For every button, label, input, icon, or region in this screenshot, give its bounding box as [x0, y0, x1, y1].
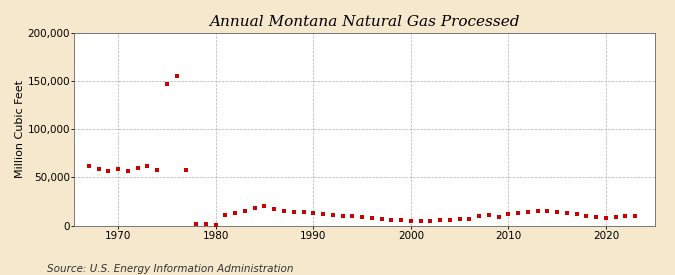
Point: [630, 214, 641, 218]
Point: [347, 214, 358, 218]
Point: [483, 213, 494, 217]
Point: [503, 212, 514, 216]
Point: [356, 214, 367, 219]
Point: [474, 214, 485, 218]
Point: [406, 218, 416, 223]
Point: [93, 166, 104, 171]
Point: [533, 209, 543, 213]
Point: [122, 168, 133, 173]
Point: [211, 222, 221, 227]
Point: [327, 213, 338, 217]
Y-axis label: Million Cubic Feet: Million Cubic Feet: [15, 80, 25, 178]
Point: [269, 207, 279, 211]
Point: [84, 164, 95, 168]
Point: [249, 206, 260, 210]
Point: [200, 221, 211, 226]
Point: [142, 164, 153, 168]
Point: [337, 214, 348, 218]
Point: [367, 216, 377, 220]
Point: [601, 216, 612, 220]
Point: [435, 218, 446, 222]
Point: [386, 218, 397, 222]
Text: Source: U.S. Energy Information Administration: Source: U.S. Energy Information Administ…: [47, 264, 294, 274]
Point: [152, 167, 163, 172]
Point: [522, 210, 533, 214]
Point: [132, 166, 143, 170]
Point: [493, 214, 504, 219]
Point: [551, 210, 562, 214]
Point: [376, 217, 387, 221]
Point: [444, 218, 455, 222]
Point: [298, 210, 309, 214]
Point: [415, 218, 426, 223]
Point: [464, 217, 475, 221]
Point: [113, 166, 124, 171]
Point: [318, 212, 329, 216]
Point: [171, 74, 182, 79]
Point: [562, 211, 572, 215]
Point: [259, 204, 270, 208]
Point: [542, 209, 553, 213]
Point: [103, 168, 114, 173]
Point: [288, 210, 299, 214]
Point: [425, 218, 436, 223]
Point: [240, 209, 250, 213]
Point: [591, 214, 601, 219]
Point: [396, 218, 406, 222]
Point: [181, 167, 192, 172]
Point: [161, 82, 172, 86]
Point: [454, 217, 465, 221]
Point: [513, 211, 524, 215]
Point: [581, 214, 592, 218]
Point: [220, 213, 231, 217]
Point: [308, 211, 319, 215]
Point: [279, 209, 290, 213]
Point: [620, 214, 631, 218]
Point: [191, 221, 202, 226]
Point: [230, 211, 240, 215]
Title: Annual Montana Natural Gas Processed: Annual Montana Natural Gas Processed: [209, 15, 520, 29]
Point: [610, 214, 621, 219]
Point: [571, 212, 582, 216]
